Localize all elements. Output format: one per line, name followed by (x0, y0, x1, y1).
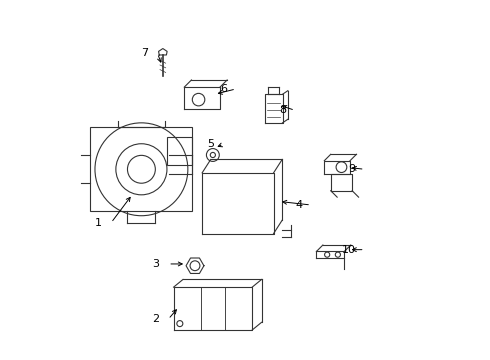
Text: 3: 3 (152, 259, 159, 269)
Text: 5: 5 (208, 139, 215, 149)
Text: 2: 2 (152, 314, 159, 324)
Text: 9: 9 (348, 164, 356, 174)
Text: 1: 1 (95, 218, 102, 228)
Text: 8: 8 (279, 105, 286, 115)
Text: 7: 7 (142, 48, 148, 58)
Text: 4: 4 (295, 200, 302, 210)
Text: 10: 10 (342, 245, 356, 255)
Text: 6: 6 (220, 84, 227, 94)
